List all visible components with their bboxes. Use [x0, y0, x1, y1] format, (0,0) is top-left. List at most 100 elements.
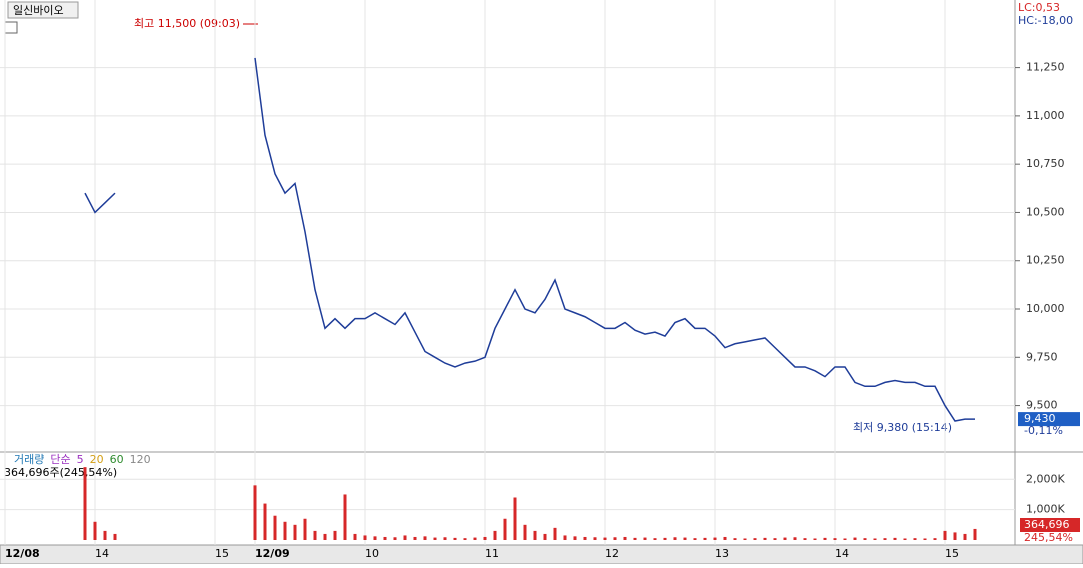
x-tick-label: 12/08 — [5, 547, 40, 560]
last-price: 9,430 — [1024, 412, 1056, 425]
volume-bar — [603, 537, 607, 540]
volume-bar — [403, 535, 407, 540]
y-tick-label: 1,000K — [1026, 503, 1065, 516]
legend-item: 60 — [110, 453, 124, 466]
volume-bar — [253, 485, 257, 540]
volume-bar — [313, 530, 317, 540]
hc: HC:-18,00 — [1018, 14, 1073, 27]
volume-bar — [463, 538, 467, 540]
title-box — [7, 1, 79, 19]
volume-bar — [493, 530, 497, 540]
price-line — [84, 57, 975, 422]
volume-bar — [323, 533, 327, 540]
last-volume: 364,696 — [1024, 518, 1070, 531]
legend-item: 120 — [130, 453, 151, 466]
volume-bar — [483, 536, 487, 540]
volume-bar — [113, 533, 117, 540]
x-tick-label: 13 — [715, 547, 729, 560]
low-note: 최저 9,380 (15:14) — [853, 421, 952, 434]
volume-bar — [443, 537, 447, 540]
legend-item: 거래량 — [14, 453, 44, 466]
volume-bar — [753, 538, 757, 540]
volume-bar — [923, 538, 927, 540]
legend-item: 20 — [90, 453, 104, 466]
x-tick-label: 12 — [605, 547, 619, 560]
volume-bar — [673, 537, 677, 540]
last-price-box — [1018, 412, 1080, 427]
x-tick-label: 11 — [485, 547, 499, 560]
volume-bar — [653, 538, 657, 540]
volume-bar — [303, 518, 307, 540]
volume-bar — [583, 536, 587, 540]
volume-bar — [543, 533, 547, 540]
volume-bar — [793, 537, 797, 540]
y-tick-label: 10,750 — [1026, 157, 1065, 170]
last-volume-box — [1020, 518, 1080, 532]
volume-bar — [883, 538, 887, 540]
volume-bar — [373, 536, 377, 540]
y-tick-label: 2,000K — [1026, 472, 1065, 485]
volume-bar — [623, 536, 627, 540]
volume-bar — [783, 537, 787, 540]
volume-bar — [533, 530, 537, 540]
volume-bar — [743, 538, 747, 540]
volume-bar — [893, 537, 897, 540]
volume-bar — [723, 536, 727, 540]
legend-item: 단순 — [50, 453, 70, 466]
volume-bar — [843, 538, 847, 540]
time-axis — [0, 544, 1083, 565]
y-tick-label: 10,250 — [1026, 254, 1065, 267]
volume-bar — [573, 536, 577, 540]
y-tick-label: 10,000 — [1026, 302, 1065, 315]
volume-bar — [863, 538, 867, 540]
volume-bar — [733, 538, 737, 540]
volume-bar — [643, 537, 647, 540]
x-tick-label: 12/09 — [255, 547, 290, 560]
y-tick-label: 11,250 — [1026, 61, 1065, 74]
volume-bar — [563, 535, 567, 540]
volume-bar — [93, 521, 97, 540]
volume-bar — [713, 537, 717, 540]
change: -0,11% — [1024, 424, 1063, 437]
last-ratio: 245,54% — [1024, 531, 1073, 544]
volume-bar — [633, 537, 637, 540]
volume-bar — [593, 537, 597, 540]
x-tick-label: 15 — [215, 547, 229, 560]
volume-bar — [283, 521, 287, 540]
volume-bar — [813, 538, 817, 540]
volume-bar — [663, 537, 667, 540]
volume-bar — [453, 537, 457, 540]
volume-bar — [353, 533, 357, 540]
volume-bar — [343, 494, 347, 540]
volume-bar — [853, 537, 857, 540]
volume-bar — [553, 527, 557, 540]
volume-bar — [803, 538, 807, 540]
volume-bar — [833, 538, 837, 540]
volume-bar — [903, 538, 907, 540]
volume-bar — [503, 518, 507, 540]
x-tick-label: 10 — [365, 547, 379, 560]
volume-bar — [83, 467, 87, 540]
y-tick-label: 10,500 — [1026, 205, 1065, 218]
volume-bar — [423, 536, 427, 540]
volume-bar — [273, 515, 277, 540]
volume-bar — [683, 537, 687, 540]
volume-bar — [873, 538, 877, 540]
icon — [4, 21, 18, 34]
volume-bar — [513, 497, 517, 540]
volume-bar — [413, 536, 417, 540]
volume-bar — [433, 537, 437, 540]
volume-bar — [703, 537, 707, 540]
x-tick-label: 15 — [945, 547, 959, 560]
volume-bar — [933, 538, 937, 540]
title: 일신바이오 — [13, 3, 64, 17]
y-tick-label: 11,000 — [1026, 109, 1065, 122]
volume-bar — [973, 528, 977, 540]
high-note: 최고 11,500 (09:03) — [134, 17, 240, 30]
volume-bar — [963, 533, 967, 540]
volume-bar — [943, 530, 947, 540]
x-tick-label: 14 — [835, 547, 849, 560]
volume-bar — [523, 524, 527, 540]
